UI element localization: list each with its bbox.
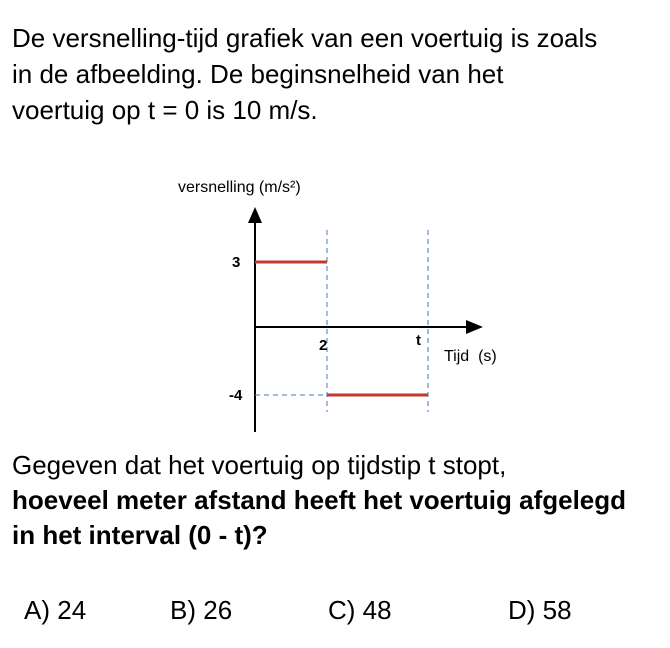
option-letter: A) [24, 595, 50, 625]
y-axis-arrow [248, 207, 262, 223]
question-bold-line: hoeveel meter afstand heeft het voertuig… [12, 485, 627, 515]
intro-line: in de afbeelding. De beginsnelheid van h… [12, 59, 504, 89]
option-d[interactable]: D) 58 [508, 590, 572, 630]
x-tick-label-t: t [416, 332, 421, 349]
intro-line: De versnelling-tijd grafiek van een voer… [12, 23, 598, 53]
option-letter: C) [328, 595, 356, 625]
x-axis-arrow [466, 320, 483, 334]
option-letter: B) [170, 595, 196, 625]
option-value: 26 [203, 595, 233, 625]
intro-line: voertuig op t = 0 is 10 m/s. [12, 95, 318, 125]
x-tick-label-2: 2 [319, 337, 327, 354]
option-a[interactable]: A) 24 [24, 590, 86, 630]
question-bold-line: in het interval (0 - t)? [12, 520, 268, 550]
option-letter: D) [508, 595, 536, 625]
option-value: 58 [542, 595, 572, 625]
y-tick-label-3: 3 [232, 254, 240, 271]
y-tick-label-neg4: -4 [229, 387, 243, 404]
option-c[interactable]: C) 48 [328, 590, 392, 630]
y-axis-label: versnelling (m/s²) [178, 179, 301, 196]
problem-intro: De versnelling-tijd grafiek van een voer… [12, 20, 662, 128]
option-value: 48 [362, 595, 392, 625]
x-axis-label: Tijd (s) [444, 348, 497, 365]
option-value: 24 [57, 595, 87, 625]
acceleration-time-graph: versnelling (m/s²) 3 -4 2 t Tijd (s) [178, 179, 497, 432]
question-line: Gegeven dat het voertuig op tijdstip t s… [12, 450, 507, 480]
question: Gegeven dat het voertuig op tijdstip t s… [12, 448, 667, 553]
option-b[interactable]: B) 26 [170, 590, 232, 630]
